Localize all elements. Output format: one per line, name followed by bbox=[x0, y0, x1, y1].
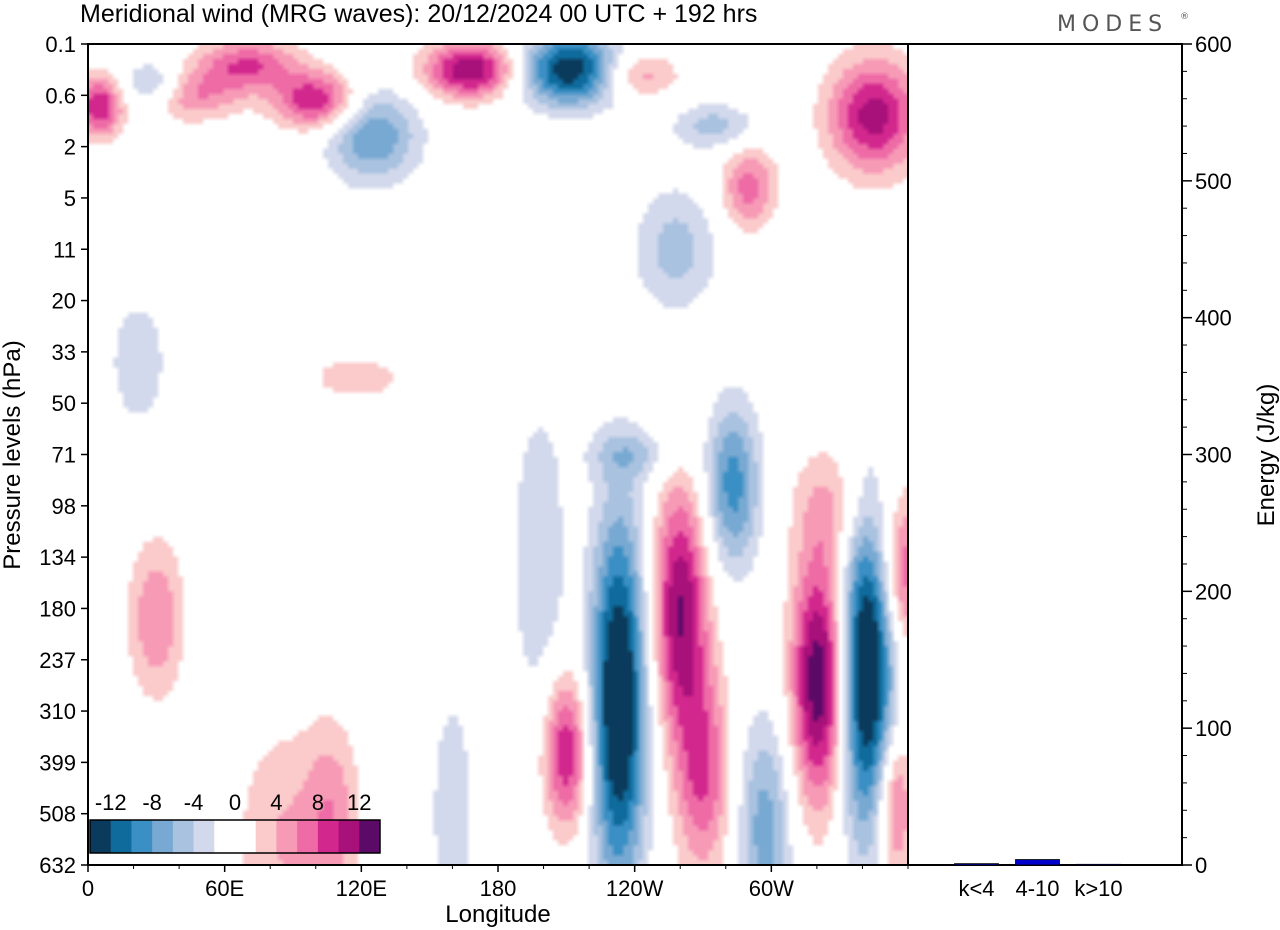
colorbar-swatch bbox=[255, 820, 277, 853]
x-axis-label: Longitude bbox=[445, 901, 550, 928]
y-tick-label: 180 bbox=[39, 596, 76, 621]
energy-bar bbox=[954, 863, 999, 866]
axes: 0 60E 120E 180 120W 60W 0.1 0.6 2 5 11 20 33 50 71 98 13… bbox=[39, 32, 909, 901]
energy-bar-chart: 0 100 200 300 400 500 600 k<4 4-10 k>10 bbox=[954, 32, 1232, 901]
colorbar-label: 0 bbox=[229, 790, 241, 815]
y-tick-label: 399 bbox=[39, 750, 76, 775]
y-tick-label: 237 bbox=[39, 648, 76, 673]
x-tick-label: 60E bbox=[205, 876, 244, 901]
colorbar-label: 12 bbox=[347, 790, 371, 815]
y-tick-label: 508 bbox=[39, 802, 76, 827]
energy-category-label: k<4 bbox=[958, 876, 994, 901]
colorbar-label: -8 bbox=[142, 790, 162, 815]
y-tick-label: 5 bbox=[64, 186, 76, 211]
energy-tick-label: 300 bbox=[1195, 443, 1232, 468]
colorbar-swatch bbox=[214, 820, 236, 853]
wind-field-image bbox=[88, 44, 908, 865]
colorbar-swatch bbox=[338, 820, 360, 853]
x-tick-label: 0 bbox=[82, 876, 94, 901]
colorbar-swatch bbox=[90, 820, 112, 853]
y-tick-label: 310 bbox=[39, 699, 76, 724]
modes-logo: MODES bbox=[1057, 12, 1168, 37]
logo-registered-mark: ® bbox=[1180, 12, 1189, 22]
y-tick-label: 11 bbox=[53, 237, 76, 262]
colorbar-swatch bbox=[359, 820, 381, 853]
colorbar-frame bbox=[89, 819, 381, 854]
y-tick-label: 632 bbox=[39, 853, 76, 878]
colorbar-label: -12 bbox=[95, 790, 127, 815]
y-tick-label: 0.1 bbox=[45, 32, 76, 57]
x-tick-label: 180 bbox=[480, 876, 517, 901]
energy-tick-label: 500 bbox=[1195, 169, 1232, 194]
y-tick-label: 33 bbox=[52, 340, 76, 365]
colorbar-swatch bbox=[193, 820, 215, 853]
energy-category-label: 4-10 bbox=[1015, 876, 1059, 901]
heatmap-plot-area bbox=[88, 44, 908, 865]
colorbar-swatch bbox=[276, 820, 298, 853]
y-tick-label: 0.6 bbox=[45, 83, 76, 108]
energy-tick-label: 600 bbox=[1195, 32, 1232, 57]
energy-bar bbox=[1015, 859, 1060, 866]
y-tick-label: 20 bbox=[52, 289, 76, 314]
colorbar-label: -4 bbox=[184, 790, 204, 815]
x-tick-label: 60W bbox=[749, 876, 794, 901]
energy-tick-label: 100 bbox=[1195, 716, 1232, 741]
energy-category-label: k>10 bbox=[1074, 876, 1122, 901]
colorbar-swatch bbox=[172, 820, 195, 853]
energy-bar bbox=[1076, 863, 1121, 866]
energy-tick-label: 400 bbox=[1195, 306, 1232, 331]
y-axis-label: Pressure levels (hPa) bbox=[0, 340, 26, 569]
colorbar: -12 -8 -4 0 4 8 12 bbox=[89, 790, 381, 854]
chart-title: Meridional wind (MRG waves): 20/12/2024 … bbox=[80, 0, 757, 28]
energy-axis-label: Energy (J/kg) bbox=[1253, 384, 1280, 527]
colorbar-label: 8 bbox=[312, 790, 324, 815]
y-tick-label: 2 bbox=[64, 135, 76, 160]
colorbar-swatch bbox=[297, 820, 319, 853]
y-tick-label: 98 bbox=[52, 494, 76, 519]
x-tick-label: 120W bbox=[606, 876, 664, 901]
y-tick-label: 134 bbox=[39, 545, 76, 570]
colorbar-swatch bbox=[131, 820, 153, 853]
colorbar-swatch bbox=[110, 820, 132, 853]
x-tick-label: 120E bbox=[336, 876, 387, 901]
colorbar-swatch bbox=[152, 820, 174, 853]
colorbar-swatch bbox=[235, 820, 257, 853]
y-tick-label: 50 bbox=[52, 391, 76, 416]
energy-tick-label: 0 bbox=[1195, 853, 1207, 878]
energy-tick-label: 200 bbox=[1195, 579, 1232, 604]
colorbar-label: 4 bbox=[270, 790, 282, 815]
colorbar-swatch bbox=[317, 820, 340, 853]
y-tick-label: 71 bbox=[52, 443, 76, 468]
bar-frame bbox=[907, 43, 1183, 866]
